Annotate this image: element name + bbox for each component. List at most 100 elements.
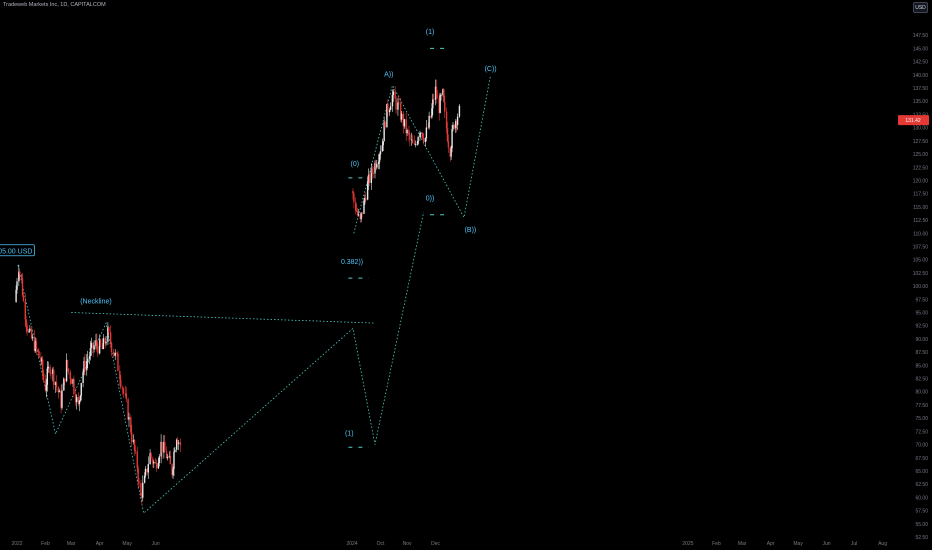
neckline-line — [71, 312, 375, 324]
candle-body — [436, 97, 439, 99]
candle-body — [105, 341, 107, 344]
candle-body — [31, 337, 34, 339]
candle-body — [435, 86, 438, 98]
candle-body — [120, 379, 122, 388]
candle-body — [446, 128, 449, 142]
candle-body — [409, 134, 411, 140]
candle-body — [125, 393, 127, 400]
candle-body — [402, 113, 405, 127]
candle-body — [131, 432, 133, 443]
x-tick-label: Apr — [767, 541, 775, 547]
candle-body — [387, 103, 389, 113]
candle-body — [403, 119, 406, 127]
x-axis: 2022 Feb Mar Apr May Jun 2024 Oct Nov Dec 2025 Feb M… — [11, 541, 887, 547]
candle-body — [445, 111, 448, 129]
candle-body — [353, 193, 355, 203]
candle-body — [45, 384, 48, 391]
y-tick-label: 55.00 — [915, 522, 928, 528]
candle-body — [408, 130, 410, 135]
candle-body — [119, 371, 121, 380]
candle-body — [64, 378, 66, 382]
candle-body — [424, 138, 427, 142]
y-tick-label: 105.00 — [913, 258, 929, 264]
candle-body — [112, 352, 115, 354]
y-tick-label: 142.50 — [913, 60, 929, 66]
candle-body — [138, 482, 140, 484]
candle-body — [432, 99, 434, 109]
candle-body — [359, 214, 361, 220]
candle-body — [391, 94, 394, 107]
wave-label: (B)) — [465, 227, 477, 234]
candle-body — [389, 106, 392, 110]
y-tick-label: 70.00 — [915, 443, 928, 449]
candle-body — [84, 361, 86, 371]
candle-body — [28, 330, 30, 332]
candle-body — [77, 397, 80, 405]
y-tick-label: 102.50 — [913, 271, 929, 277]
y-tick-label: 87.50 — [915, 350, 928, 356]
candle-body — [109, 332, 112, 343]
candle-body — [42, 373, 45, 381]
candle-body — [83, 361, 85, 372]
y-tick-label: 147.50 — [913, 33, 929, 39]
candle-body — [420, 132, 422, 134]
candle-body — [414, 143, 417, 145]
y-axis: 147.50145.00142.50140.00137.50135.00132.… — [913, 33, 929, 541]
wave-label: A)) — [384, 71, 393, 78]
candle-body — [18, 271, 20, 282]
candle-body — [134, 450, 137, 452]
candle-body — [25, 319, 27, 326]
candle-body — [431, 108, 433, 118]
candle-body — [54, 382, 57, 386]
candle-body — [400, 113, 403, 120]
candle-body — [143, 475, 146, 483]
candle-body — [152, 458, 154, 464]
candle-body — [388, 109, 391, 113]
candle-body — [124, 393, 127, 394]
y-tick-label: 82.50 — [915, 377, 928, 383]
candle-body — [419, 132, 421, 138]
x-tick-label: 2024 — [346, 541, 357, 547]
candle-body — [90, 342, 93, 349]
candle-body — [61, 390, 63, 408]
candle-body — [370, 168, 373, 183]
candle-body — [93, 345, 95, 350]
candle-body — [19, 271, 21, 275]
candle-body — [160, 441, 162, 457]
candle-body — [379, 151, 382, 155]
wave-lines — [17, 74, 492, 514]
candle-body — [165, 451, 168, 459]
y-tick-label: 90.00 — [915, 337, 928, 343]
candle-body — [434, 86, 437, 100]
candle-body — [20, 274, 23, 279]
candle-body — [352, 191, 354, 194]
wave-label: (C)) — [485, 66, 497, 73]
candle-body — [29, 328, 31, 331]
candle-body — [395, 98, 397, 110]
candle-body — [21, 278, 24, 296]
candle-body — [155, 463, 158, 469]
currency-button[interactable]: USD — [913, 2, 928, 13]
y-tick-label: 77.50 — [915, 403, 928, 409]
current-price-box — [898, 115, 929, 126]
y-tick-label: 80.00 — [915, 390, 928, 396]
candle-body — [67, 368, 70, 372]
candle-body — [79, 395, 82, 401]
candle-body — [454, 124, 456, 129]
candle-body — [357, 214, 360, 216]
candle-body — [116, 352, 118, 354]
x-tick-label: Jul — [851, 541, 857, 547]
candle-body — [82, 371, 84, 383]
candle-body — [427, 127, 429, 129]
y-tick-label: 122.50 — [913, 165, 929, 171]
candle-body — [410, 139, 413, 141]
y-tick-label: 85.00 — [915, 363, 928, 369]
candle-body — [41, 359, 43, 362]
y-tick-label: 65.00 — [915, 469, 928, 475]
candle-body — [447, 141, 450, 148]
candle-body — [416, 143, 418, 145]
candle-body — [154, 461, 157, 464]
x-tick-label: 2025 — [682, 541, 693, 547]
candle-body — [113, 353, 116, 356]
